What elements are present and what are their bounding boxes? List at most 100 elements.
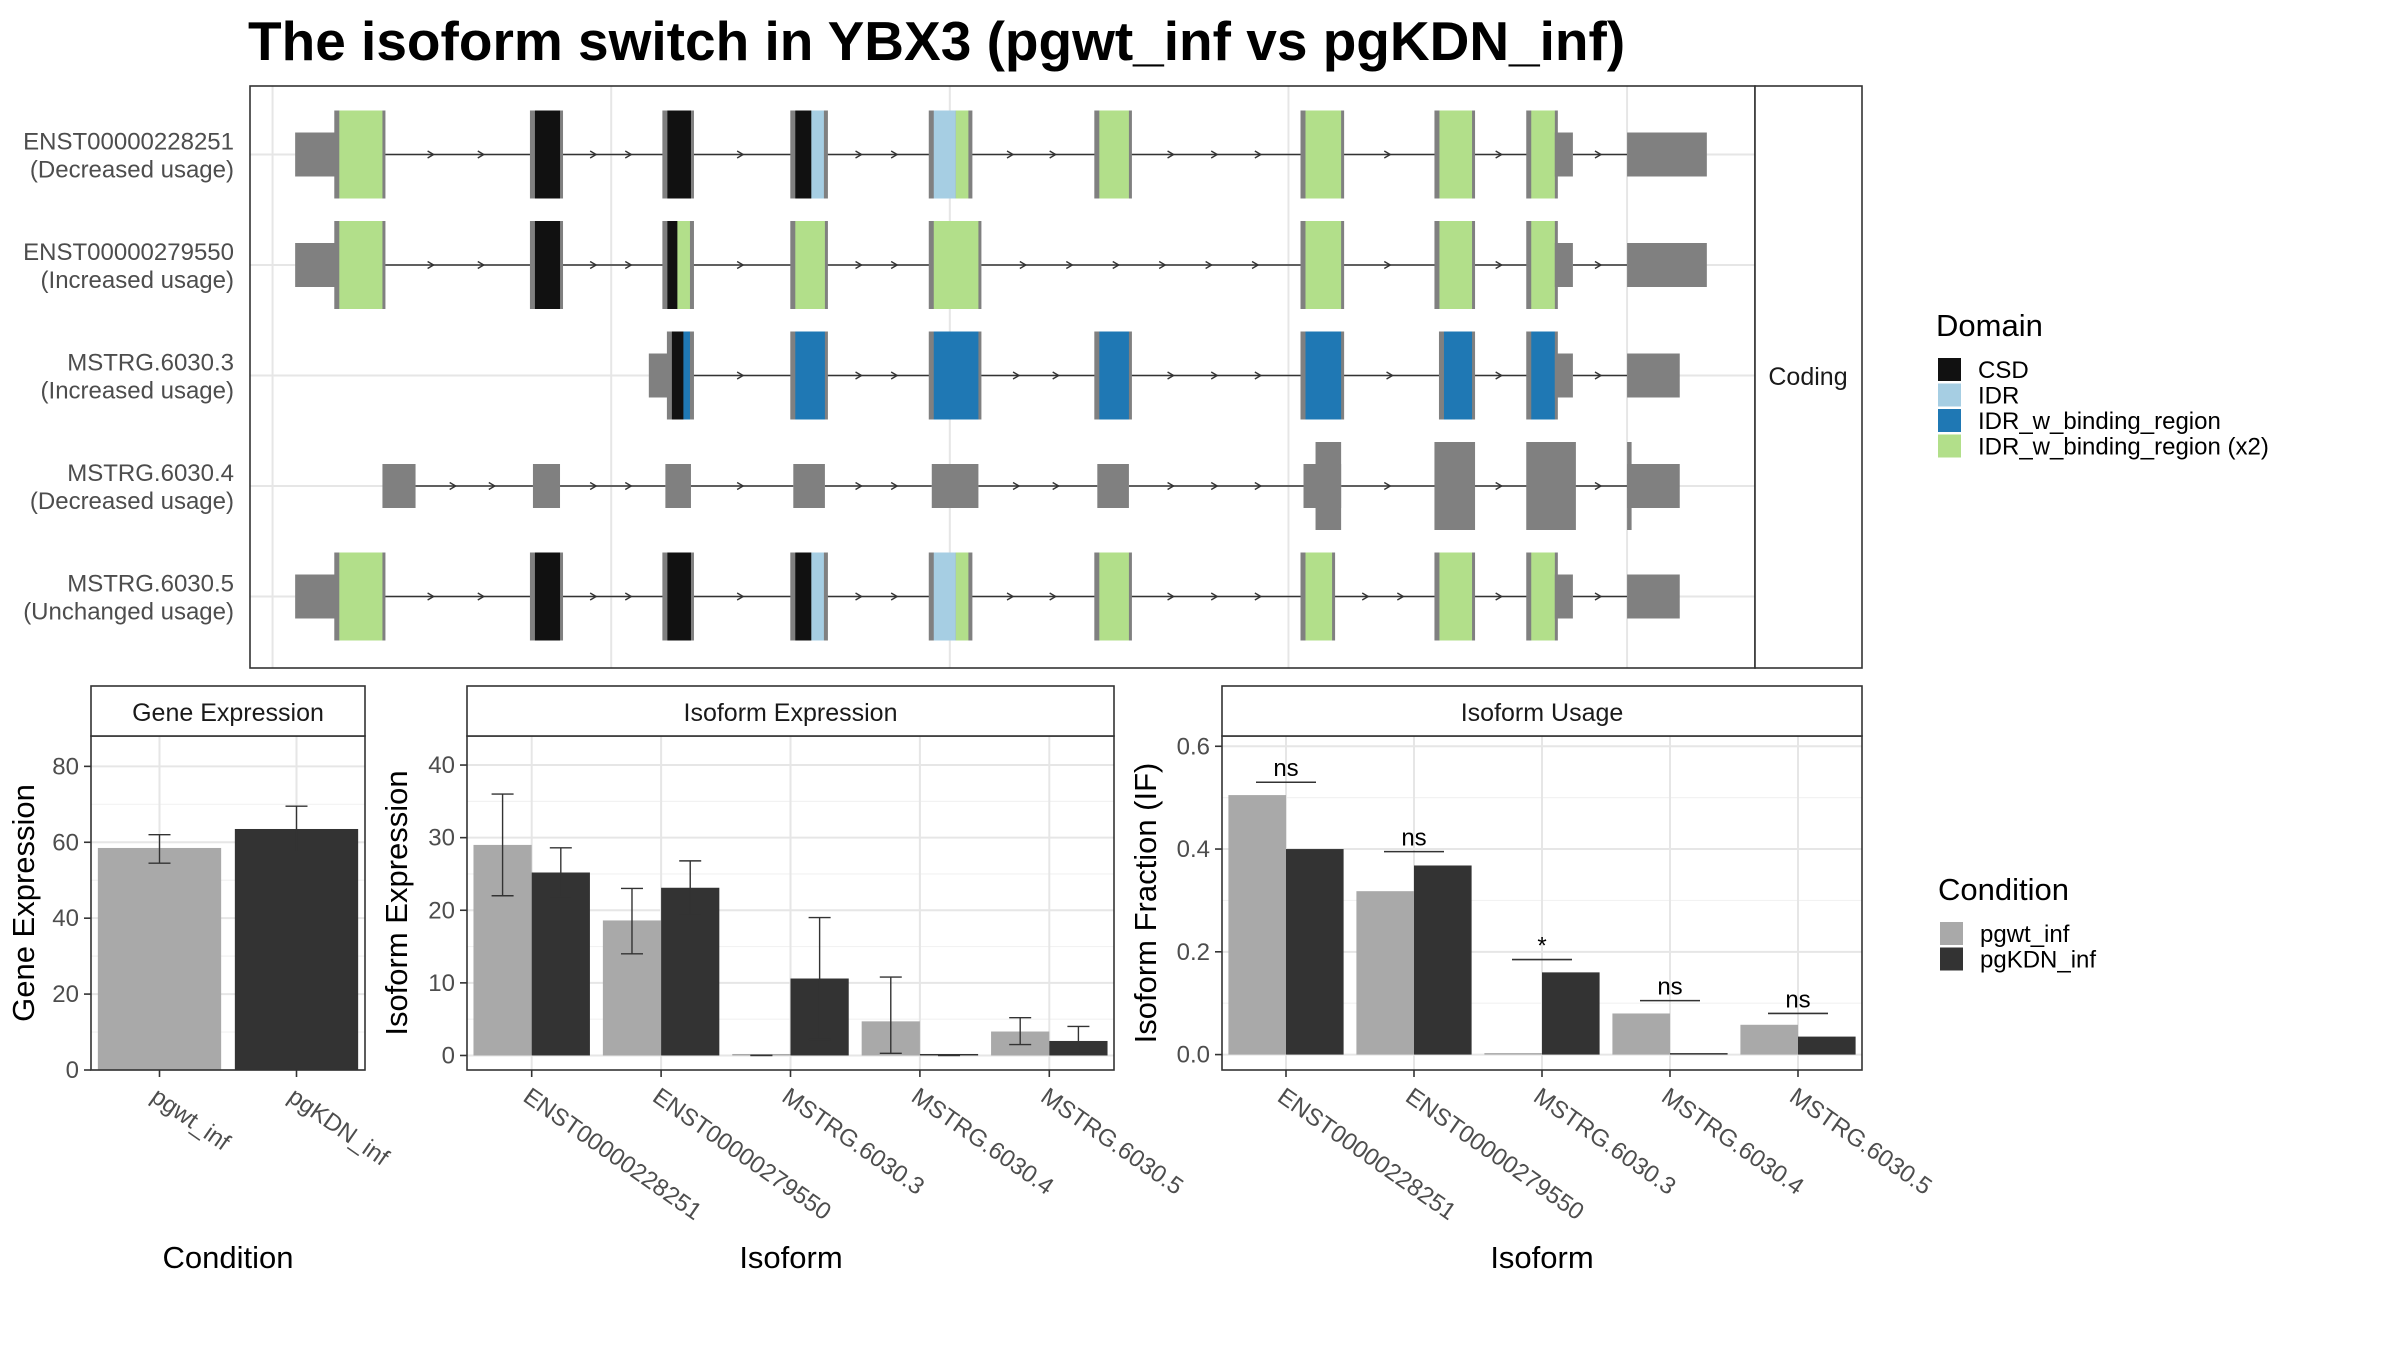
intron-direction-arrow: [855, 260, 863, 270]
bar: [1286, 849, 1344, 1055]
domain-block: [667, 221, 678, 309]
coding-facet-label: Coding: [1768, 363, 1847, 391]
utr-exon: [1627, 464, 1680, 508]
significance-label: ns: [1785, 986, 1810, 1013]
domain-legend-swatch: [1938, 409, 1961, 432]
intron-direction-arrow: [1495, 260, 1504, 270]
intron-direction-arrow: [427, 150, 435, 159]
intron-direction-arrow: [736, 150, 745, 159]
x-tick-label: MSTRG.6030.5: [1036, 1083, 1188, 1201]
y-axis-title: Isoform Expression: [379, 770, 414, 1035]
chart-strip: [1221, 685, 1863, 737]
isoform-name-label: MSTRG.6030.3: [67, 350, 234, 377]
bar: [1356, 891, 1414, 1055]
intron-direction-arrow: [1210, 150, 1219, 159]
utr-exon: [1554, 132, 1573, 177]
coding-exon: [1315, 442, 1342, 530]
significance-label: *: [1537, 933, 1546, 960]
utr-exon: [1554, 574, 1573, 619]
isoform-name-label: MSTRG.6030.5: [67, 571, 234, 598]
domain-block: [534, 552, 561, 641]
x-axis-title: Isoform: [1490, 1240, 1593, 1275]
intron-direction-arrow: [890, 592, 899, 601]
utr-exon: [793, 464, 825, 508]
domain-block: [955, 552, 969, 641]
intron-direction-arrow: [1065, 260, 1074, 270]
x-axis-title: Isoform: [739, 1240, 842, 1275]
domain-block: [1305, 331, 1342, 420]
isoform-row-MSTRG.6030.4: [250, 442, 1755, 530]
intron-direction-arrow: [855, 592, 863, 601]
x-tick-label: MSTRG.6030.4: [906, 1083, 1058, 1201]
isoform-row-MSTRG.6030.3: [250, 331, 1755, 420]
coding-facet-strip: [1754, 85, 1863, 669]
domain-block: [683, 331, 690, 420]
utr-exon: [382, 464, 416, 508]
isoform-usage-label: (Decreased usage): [30, 488, 234, 515]
intron-direction-arrow: [1495, 371, 1504, 380]
y-tick-label: 10: [428, 970, 455, 997]
domain-block: [671, 331, 684, 420]
utr-exon: [665, 464, 691, 508]
domain-block: [1443, 331, 1473, 420]
domain-block: [933, 552, 956, 641]
intron-direction-arrow: [1386, 371, 1394, 380]
utr-exon: [1627, 353, 1680, 398]
x-tick-label: MSTRG.6030.4: [1657, 1083, 1809, 1201]
domain-legend-swatch: [1938, 358, 1961, 381]
domain-block: [933, 110, 956, 199]
bar: [97, 847, 222, 1070]
domain-block: [1099, 331, 1129, 420]
intron-direction-arrow: [1205, 260, 1214, 270]
intron-direction-arrow: [890, 150, 899, 159]
x-tick-label: pgwt_inf: [146, 1083, 235, 1157]
intron-direction-arrow: [1495, 481, 1504, 491]
domain-block: [811, 110, 824, 199]
figure-title: The isoform switch in YBX3 (pgwt_inf vs …: [248, 10, 1625, 72]
domain-legend-label: IDR: [1978, 383, 2019, 410]
isoform-usage-label: (Decreased usage): [30, 157, 234, 184]
bar: [531, 872, 590, 1056]
intron-direction-arrow: [736, 481, 745, 491]
domain-legend-label: CSD: [1978, 357, 2029, 384]
intron-direction-arrow: [1495, 592, 1504, 601]
significance-label: ns: [1401, 825, 1426, 852]
intron-direction-arrow: [1594, 592, 1603, 601]
intron-direction-arrow: [1594, 150, 1603, 159]
bar: [1798, 1036, 1856, 1055]
bar: [919, 1053, 979, 1056]
y-tick-label: 60: [52, 829, 79, 856]
isoform-name-label: ENST00000228251: [23, 129, 234, 156]
utr-exon: [295, 243, 338, 287]
intron-direction-arrow: [1167, 371, 1175, 380]
intron-direction-arrow: [1495, 150, 1504, 159]
bar: [1228, 795, 1286, 1055]
y-tick-label: 0.0: [1177, 1042, 1210, 1069]
bar: [1542, 972, 1600, 1055]
intron-direction-arrow: [427, 592, 435, 601]
coding-exon: [1434, 442, 1476, 530]
y-axis-title: Gene Expression: [6, 784, 41, 1022]
intron-direction-arrow: [1383, 481, 1392, 491]
intron-direction-arrow: [1019, 260, 1028, 270]
domain-block: [339, 110, 383, 199]
intron-direction-arrow: [1158, 260, 1167, 270]
domain-block: [1305, 552, 1333, 641]
intron-direction-arrow: [1251, 260, 1260, 270]
condition-legend-title: Condition: [1938, 872, 2069, 907]
intron-direction-arrow: [1112, 260, 1121, 270]
y-tick-label: 80: [52, 753, 79, 780]
isoform-expression-chart: Isoform Expression010203040ENST000002282…: [379, 685, 1188, 1275]
intron-direction-arrow: [1049, 592, 1058, 601]
intron-direction-arrow: [1012, 371, 1021, 380]
domain-legend-label: IDR_w_binding_region: [1978, 408, 2221, 435]
bar: [732, 1053, 791, 1056]
domain-block: [795, 110, 812, 199]
isoform-usage-label: (Unchanged usage): [23, 599, 234, 626]
intron-direction-arrow: [1049, 150, 1058, 159]
intron-direction-arrow: [1006, 592, 1015, 601]
chart-strip-label: Isoform Usage: [1461, 699, 1624, 727]
domain-block: [1439, 552, 1473, 641]
isoform-structure-panel: Coding ENST00000228251(Decreased usage)E…: [23, 85, 1863, 669]
